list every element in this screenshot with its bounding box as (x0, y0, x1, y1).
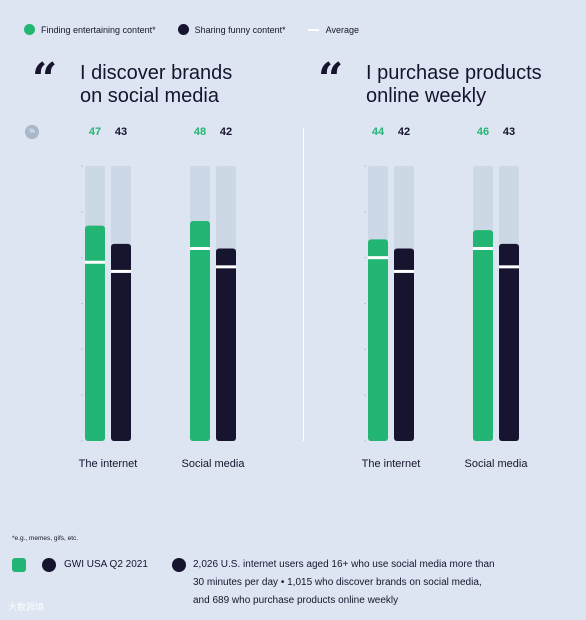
sample-text: 30 minutes per day • 1,015 who discover … (193, 577, 482, 588)
legend-label: Finding entertaining content* (41, 24, 156, 35)
legend-swatch-dark (177, 24, 189, 35)
average-marker (499, 265, 519, 269)
legend-label: Average (325, 24, 360, 35)
legend-item-entertaining: Finding entertaining content* (24, 24, 156, 35)
value-label: 43 (115, 126, 127, 138)
bar-chart: 47 43 The internet 48 42 Social media 44 42 The … (79, 126, 529, 470)
bar (190, 221, 210, 441)
average-marker (473, 247, 493, 250)
average-marker (85, 260, 105, 264)
panel-title-line: I purchase products (366, 62, 542, 84)
value-label: 44 (372, 126, 385, 138)
bar (394, 248, 414, 441)
legend-swatch-green (24, 24, 35, 35)
source-text: GWI USA Q2 2021 (64, 559, 148, 570)
bar (473, 230, 493, 441)
legend: Finding entertaining content* Sharing fu… (24, 24, 381, 35)
category-label: The internet (79, 458, 138, 470)
users-icon (172, 558, 186, 572)
category-label: Social media (465, 458, 529, 470)
average-marker (111, 269, 131, 273)
value-label: 47 (89, 126, 101, 138)
footnote: *e.g., memes, gifs, etc. (12, 535, 79, 542)
bar (216, 248, 236, 441)
panel-title-line: I discover brands (80, 62, 233, 84)
legend-item-average: Average (307, 24, 360, 35)
sample-text: 2,026 U.S. internet users aged 16+ who u… (193, 559, 495, 570)
value-label: 42 (220, 126, 232, 138)
percent-badge-icon: % (25, 125, 39, 139)
value-label: 48 (194, 126, 206, 138)
bar (368, 239, 388, 441)
average-marker (394, 269, 414, 273)
average-marker (216, 265, 236, 269)
watermark: 大数跨境 (8, 602, 45, 612)
category-label: Social media (182, 458, 246, 470)
value-label: 46 (477, 126, 489, 138)
panel-title: I purchase products online weekly (366, 62, 542, 108)
quote-icon: “ (318, 54, 344, 105)
average-marker (368, 256, 388, 260)
value-label: 42 (398, 126, 410, 138)
pie-chart-icon (42, 558, 56, 572)
panel-title: I discover brands on social media (80, 62, 232, 108)
average-marker (190, 247, 210, 250)
bar-chart-icon (12, 558, 26, 572)
category-label: The internet (362, 458, 421, 470)
quote-icon: “ (32, 54, 58, 105)
panel-divider (303, 128, 304, 441)
sample-text: and 689 who purchase products online wee… (193, 595, 399, 606)
panel-title-line: online weekly (366, 85, 487, 107)
legend-label: Sharing funny content* (194, 24, 286, 35)
legend-swatch-average (307, 28, 319, 31)
value-label: 43 (503, 126, 515, 138)
legend-item-funny: Sharing funny content* (177, 24, 286, 35)
bar (85, 225, 105, 441)
panel-title-line: on social media (80, 85, 219, 107)
bar (499, 243, 519, 441)
bar (111, 243, 131, 441)
